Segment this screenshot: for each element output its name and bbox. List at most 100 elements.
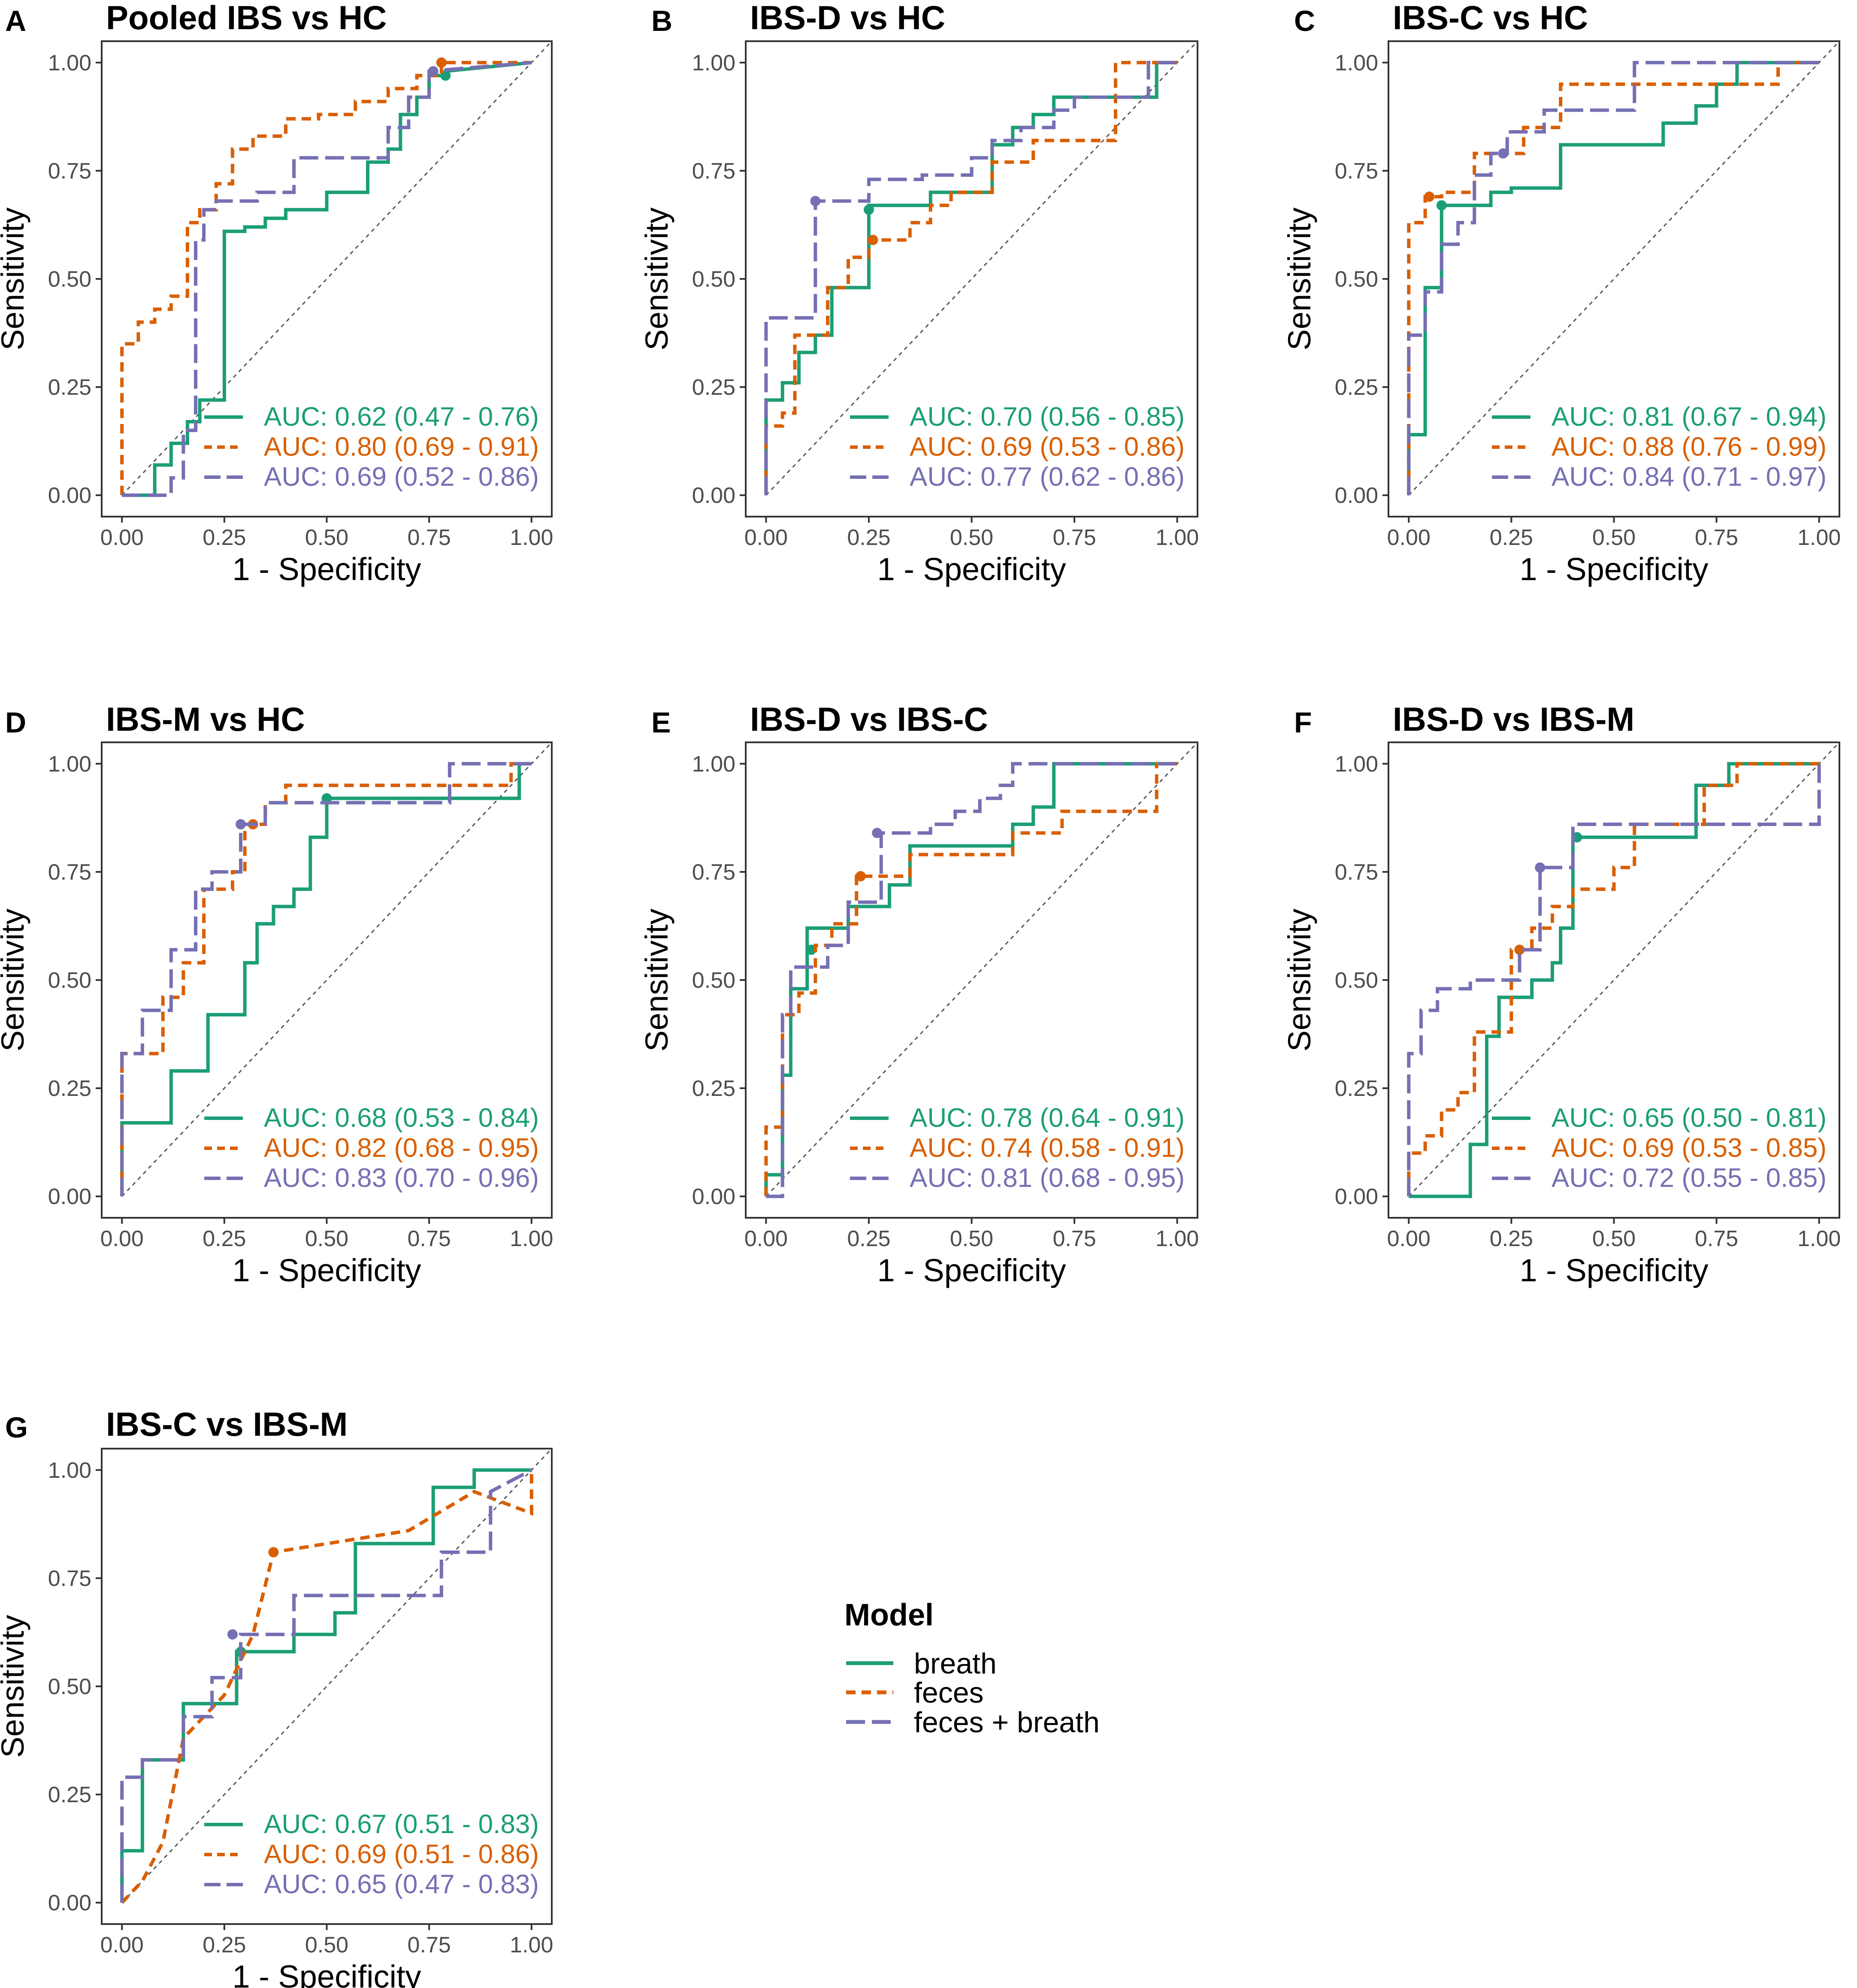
x-axis-title-b: 1 - Specificity — [877, 551, 1066, 587]
y-tick-label-b: 0.25 — [692, 375, 735, 400]
roc-curve-b-feces-breath — [764, 61, 1177, 496]
panel-letter-g: G — [5, 1411, 28, 1444]
auc-label-f-0: AUC: 0.65 (0.50 - 0.81) — [1552, 1103, 1827, 1133]
x-tick-label-b: 0.50 — [950, 525, 993, 550]
roc-curve-d-feces — [120, 762, 532, 1197]
x-tick-label-f: 0.50 — [1592, 1226, 1636, 1251]
y-tick-label-e: 0.00 — [692, 1184, 735, 1209]
x-tick-label-b: 1.00 — [1155, 525, 1199, 550]
x-tick-label-b: 0.75 — [1053, 525, 1096, 550]
auc-label-e-0: AUC: 0.78 (0.64 - 0.91) — [910, 1103, 1185, 1133]
roc-curve-g-feces — [121, 1470, 533, 1904]
y-tick-label-g: 0.75 — [48, 1566, 91, 1591]
panel-letter-c: C — [1294, 5, 1315, 37]
auc-label-d-1: AUC: 0.82 (0.68 - 0.95) — [264, 1133, 539, 1163]
x-tick-label-c: 0.75 — [1695, 525, 1738, 550]
optimal-point-c-feces — [1424, 191, 1435, 202]
y-tick-label-a: 0.00 — [48, 483, 91, 508]
y-tick-label-g: 1.00 — [48, 1458, 91, 1483]
y-axis-title-f: Sensitivity — [1282, 908, 1317, 1051]
x-axis-title-a: 1 - Specificity — [232, 551, 421, 587]
x-tick-label-e: 0.25 — [847, 1226, 890, 1251]
x-tick-label-f: 0.75 — [1695, 1226, 1738, 1251]
optimal-point-e-feces — [855, 871, 866, 882]
roc-curve-d-breath — [120, 762, 532, 1197]
x-tick-label-d: 0.25 — [203, 1226, 246, 1251]
y-tick-label-f: 0.75 — [1335, 860, 1378, 885]
optimal-point-g-feces-breath — [227, 1629, 238, 1640]
x-tick-label-g: 0.00 — [100, 1933, 144, 1958]
legend-label-breath: breath — [914, 1647, 997, 1680]
panel-letter-e: E — [651, 706, 671, 739]
optimal-point-e-feces-breath — [872, 828, 883, 838]
x-tick-label-a: 1.00 — [510, 525, 553, 550]
x-tick-label-d: 0.50 — [305, 1226, 348, 1251]
panel-letter-f: F — [1294, 706, 1312, 739]
roc-curve-e-breath — [764, 762, 1177, 1197]
auc-label-g-0: AUC: 0.67 (0.51 - 0.83) — [264, 1809, 539, 1839]
x-tick-label-d: 1.00 — [510, 1226, 553, 1251]
legend-label-feces-breath: feces + breath — [914, 1706, 1100, 1739]
panel-letter-b: B — [651, 5, 672, 37]
auc-label-g-2: AUC: 0.65 (0.47 - 0.83) — [264, 1870, 539, 1899]
auc-label-c-0: AUC: 0.81 (0.67 - 0.94) — [1552, 402, 1827, 432]
y-tick-label-a: 0.75 — [48, 159, 91, 184]
y-tick-label-a: 0.25 — [48, 375, 91, 400]
auc-label-a-1: AUC: 0.80 (0.69 - 0.91) — [264, 432, 539, 462]
roc-curve-f-feces — [1407, 762, 1819, 1197]
auc-label-d-0: AUC: 0.68 (0.53 - 0.84) — [264, 1103, 539, 1133]
x-tick-label-a: 0.50 — [305, 525, 348, 550]
x-tick-label-d: 0.75 — [408, 1226, 451, 1251]
auc-label-c-1: AUC: 0.88 (0.76 - 0.99) — [1552, 432, 1827, 462]
roc-curve-a-breath — [122, 61, 532, 497]
y-axis-title-g: Sensitivity — [0, 1615, 30, 1758]
y-tick-label-a: 0.50 — [48, 267, 91, 292]
panel-f: F IBS-D vs IBS-M 0.00 0.25 0.50 0.75 1.00 0.00 0… — [1282, 700, 1841, 1288]
roc-curve-e-feces-breath — [766, 762, 1177, 1198]
diagonal-reference-d — [121, 741, 553, 1197]
y-tick-label-c: 0.00 — [1335, 483, 1378, 508]
y-axis-title-d: Sensitivity — [0, 908, 30, 1051]
x-axis-title-c: 1 - Specificity — [1519, 551, 1708, 587]
x-tick-label-e: 1.00 — [1155, 1226, 1199, 1251]
x-tick-label-f: 1.00 — [1797, 1226, 1841, 1251]
y-axis-title-b: Sensitivity — [639, 207, 674, 350]
panel-title-b: IBS-D vs HC — [750, 0, 945, 36]
roc-curve-c-feces — [1407, 61, 1819, 496]
y-tick-label-f: 0.00 — [1335, 1184, 1378, 1209]
y-tick-label-e: 1.00 — [692, 752, 735, 777]
optimal-point-a-feces-breath — [428, 66, 439, 77]
panel-title-f: IBS-D vs IBS-M — [1393, 700, 1634, 738]
y-axis-title-e: Sensitivity — [639, 908, 674, 1051]
y-tick-label-b: 0.75 — [692, 159, 735, 184]
legend-title: Model — [844, 1598, 934, 1632]
auc-label-f-1: AUC: 0.69 (0.53 - 0.85) — [1552, 1133, 1827, 1163]
x-tick-label-f: 0.25 — [1490, 1226, 1533, 1251]
panel-letter-a: A — [5, 5, 26, 37]
roc-curve-e-feces — [764, 762, 1177, 1197]
y-tick-label-c: 1.00 — [1335, 51, 1378, 76]
y-tick-label-c: 0.25 — [1335, 375, 1378, 400]
panel-e: E IBS-D vs IBS-C 0.00 0.25 0.50 0.75 1.00 0.00 0… — [639, 700, 1199, 1288]
roc-curve-g-feces-breath — [120, 1468, 532, 1903]
y-tick-label-c: 0.50 — [1335, 267, 1378, 292]
x-tick-label-g: 0.25 — [203, 1933, 246, 1958]
legend: Model breath feces feces + breath — [844, 1598, 1100, 1739]
y-tick-label-f: 0.25 — [1335, 1076, 1378, 1101]
y-tick-label-d: 0.00 — [48, 1184, 91, 1209]
panel-d: D IBS-M vs HC 0.00 0.25 0.50 0.75 1.00 0.00 0.25… — [0, 700, 553, 1288]
x-tick-label-c: 1.00 — [1797, 525, 1841, 550]
y-tick-label-d: 0.75 — [48, 860, 91, 885]
x-tick-label-b: 0.25 — [847, 525, 890, 550]
panel-a: A Pooled IBS vs HC 0.00 0.25 0.50 0.75 1.00 0.0… — [0, 0, 553, 587]
legend-label-feces: feces — [914, 1676, 984, 1709]
auc-label-b-0: AUC: 0.70 (0.56 - 0.85) — [910, 402, 1185, 432]
optimal-point-d-feces-breath — [236, 819, 246, 830]
panel-title-g: IBS-C vs IBS-M — [106, 1405, 348, 1443]
auc-label-b-2: AUC: 0.77 (0.62 - 0.86) — [910, 462, 1185, 492]
optimal-point-b-feces-breath — [810, 196, 821, 206]
y-tick-label-a: 1.00 — [48, 51, 91, 76]
y-tick-label-e: 0.75 — [692, 860, 735, 885]
